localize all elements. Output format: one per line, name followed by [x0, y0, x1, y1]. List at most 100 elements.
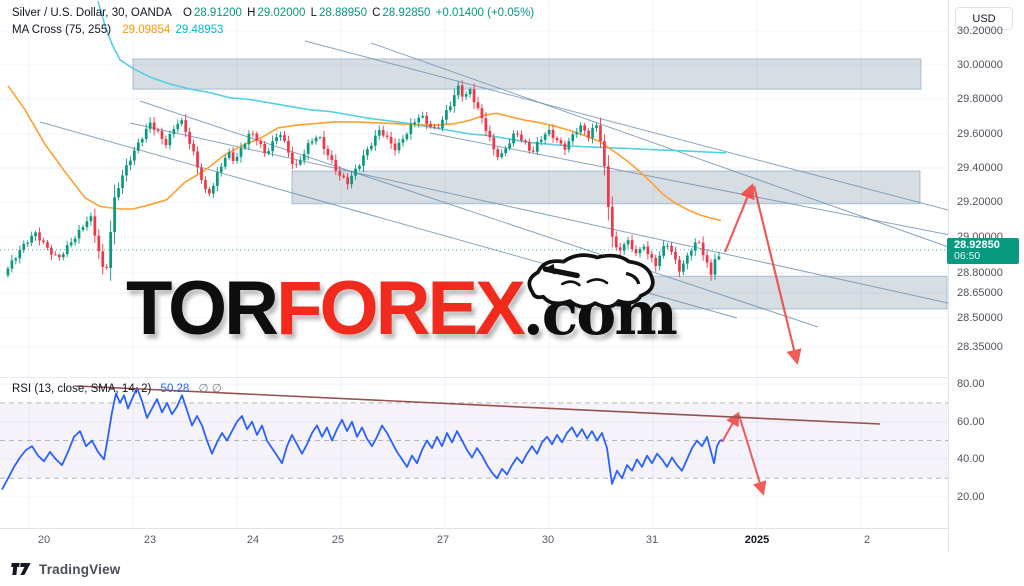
candle-body	[318, 137, 322, 138]
price-axis-label: 28.35000	[957, 341, 1003, 353]
ohlc-high-value: 29.02000	[257, 7, 306, 19]
candle-body	[354, 168, 357, 176]
zone-rect[interactable]	[291, 170, 921, 205]
candle-body	[18, 250, 22, 259]
candle-body	[587, 130, 590, 138]
tradingview-logo-icon[interactable]	[10, 561, 32, 577]
candle-body	[54, 254, 57, 256]
candle-body	[622, 244, 626, 251]
forecast-arrows[interactable]	[721, 183, 802, 496]
ma-cross-title[interactable]: MA Cross (75, 255)	[12, 24, 112, 36]
rsi-axis-label: 40.00	[957, 453, 985, 465]
candle-body	[34, 232, 37, 237]
trendline[interactable]	[370, 42, 948, 268]
last-price-time: 06:50	[954, 249, 981, 262]
trendline[interactable]	[39, 121, 738, 319]
currency-button[interactable]: USD	[955, 7, 1013, 30]
candle-body	[476, 102, 480, 109]
candle-body	[528, 141, 531, 151]
candle-body	[81, 227, 85, 230]
forecast-arrow[interactable]	[723, 183, 755, 253]
candle-body	[298, 160, 302, 165]
candle-body	[421, 115, 425, 118]
candle-body	[670, 245, 673, 252]
candle-body	[267, 151, 270, 154]
rsi-title[interactable]: RSI (13, close, SMA, 14, 2)	[12, 383, 152, 395]
candle-body	[662, 246, 665, 256]
rsi-trendline[interactable]	[76, 385, 881, 425]
candle-body	[156, 130, 160, 131]
candle-body	[456, 85, 460, 96]
candle-body	[204, 180, 207, 190]
candle-body	[247, 133, 251, 145]
candle-body	[283, 135, 286, 141]
candle-body	[334, 160, 338, 171]
tradingview-brand[interactable]: TradingView	[39, 561, 121, 577]
trendline[interactable]	[139, 100, 819, 328]
rsi-line[interactable]	[1, 386, 723, 491]
forecast-arrow[interactable]	[752, 185, 802, 365]
zone-rect[interactable]	[547, 275, 948, 310]
candle-body	[626, 240, 630, 245]
candle-body	[579, 125, 583, 133]
candle-body	[152, 122, 156, 131]
supply-demand-zones[interactable]	[132, 58, 948, 310]
price-axis[interactable]: USD 30.20000 30.00000 29.80000 29.60000 29.4…	[947, 0, 1024, 552]
zone-rect[interactable]	[132, 58, 922, 90]
chart-canvas[interactable]	[0, 0, 948, 552]
symbol-legend[interactable]: Silver / U.S. Dollar, 30, OANDA O 28.9120…	[12, 7, 536, 19]
candle-body	[701, 242, 705, 256]
rsi-axis-label: 80.00	[957, 378, 985, 390]
rsi-axis-label: 20.00	[957, 491, 985, 503]
candle-body	[6, 268, 10, 276]
candle-body	[61, 254, 65, 258]
candle-body	[381, 130, 385, 136]
symbol-title[interactable]: Silver / U.S. Dollar, 30, OANDA	[12, 7, 172, 19]
rsi-forecast-arrow[interactable]	[738, 414, 767, 496]
candle-body	[188, 131, 191, 144]
candle-body	[263, 144, 267, 154]
candle-body	[449, 106, 452, 111]
price-axis-label: 30.20000	[957, 25, 1003, 37]
trendline[interactable]	[304, 40, 948, 230]
candle-body	[508, 143, 511, 149]
candle-body	[504, 148, 507, 154]
candle-body	[496, 149, 500, 158]
footer: TradingView	[0, 552, 1024, 586]
candle-body	[642, 246, 646, 250]
time-axis-label: 31	[645, 534, 659, 546]
candle-body	[547, 129, 551, 135]
candle-body	[306, 143, 310, 154]
candle-body	[212, 185, 215, 194]
candle-body	[271, 141, 274, 152]
time-axis-label: 27	[436, 534, 450, 546]
rsi-forecast-arrow[interactable]	[721, 411, 740, 443]
rsi-empty-value-2: ∅	[211, 383, 222, 395]
ma-cross-legend[interactable]: MA Cross (75, 255) 29.09854 29.48953	[12, 24, 225, 36]
candle-body	[350, 175, 353, 185]
candle-body	[338, 170, 342, 176]
trendline[interactable]	[429, 132, 948, 236]
candle-body	[219, 166, 223, 173]
candle-body	[397, 142, 401, 151]
trendline[interactable]	[129, 122, 948, 304]
candle-body	[575, 132, 579, 135]
candle-body	[291, 152, 294, 164]
candle-body	[405, 134, 409, 140]
candle-body	[326, 148, 330, 156]
candle-body	[227, 152, 231, 158]
pane-separator[interactable]	[0, 377, 1024, 378]
rsi-empty-value-1: ∅	[198, 383, 209, 395]
candle-body	[362, 155, 365, 166]
rsi-legend[interactable]: RSI (13, close, SMA, 14, 2) 50.28 ∅ ∅	[12, 381, 222, 395]
time-axis[interactable]: 20 23 24 25 27 30 31 2025 2	[0, 528, 948, 552]
candle-body	[599, 125, 602, 142]
trendlines[interactable]	[39, 40, 948, 328]
candle-body	[480, 108, 484, 119]
candle-body	[223, 157, 227, 167]
candle-body	[389, 136, 393, 144]
time-axis-label: 23	[143, 534, 157, 546]
time-axis-label: 25	[331, 534, 345, 546]
candle-body	[583, 125, 586, 131]
